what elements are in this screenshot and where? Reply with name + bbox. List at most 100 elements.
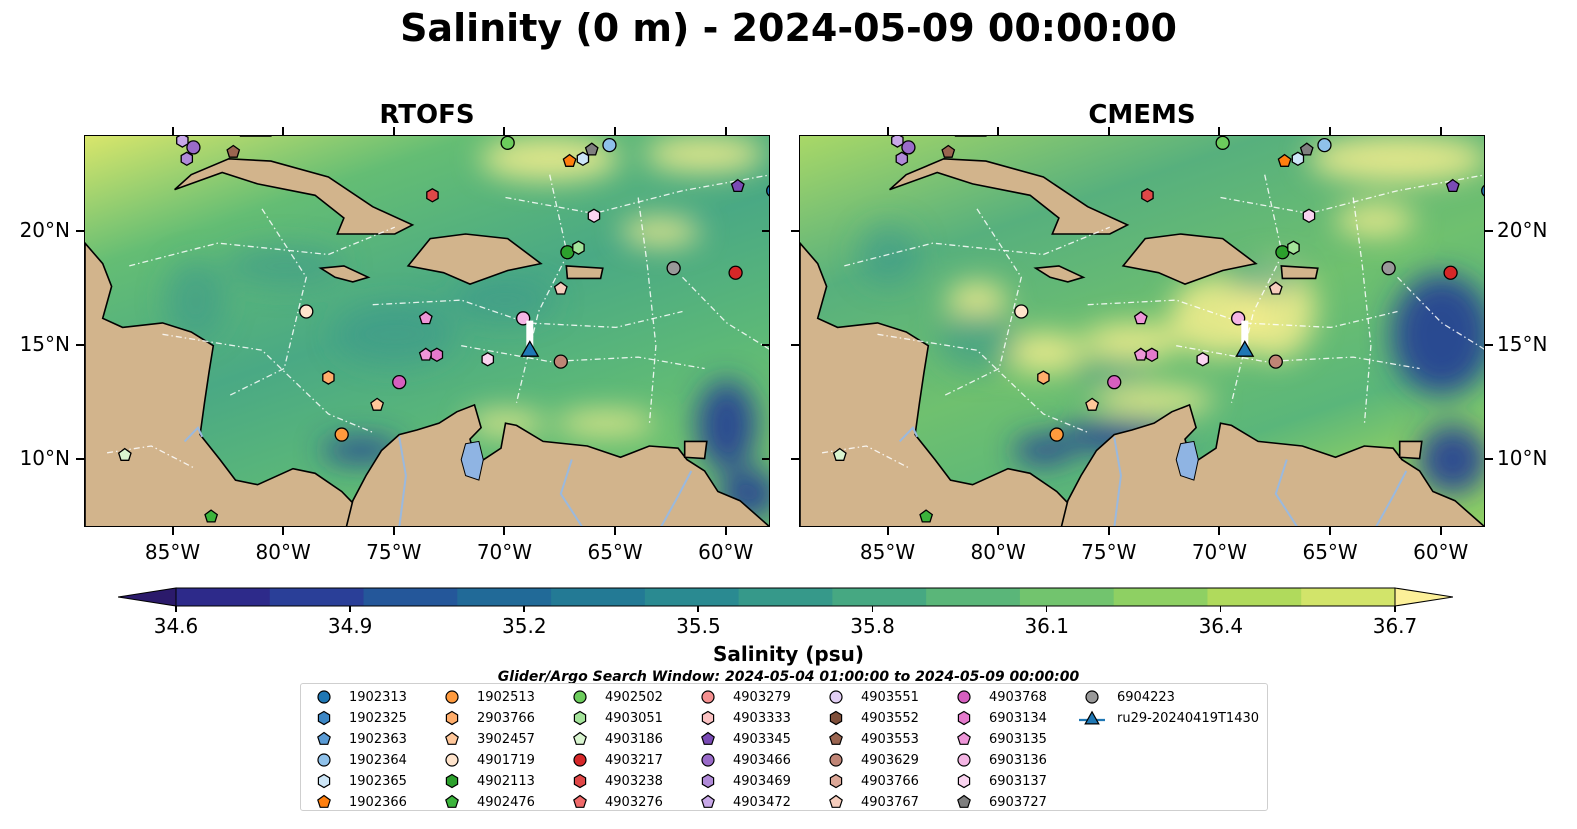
legend-label: 4903051	[605, 710, 663, 726]
legend-entry: 4902476	[439, 792, 535, 812]
colorbar-tick-label: 35.8	[850, 614, 895, 638]
legend-label: 4903551	[861, 689, 919, 705]
lat-tick	[762, 229, 770, 232]
legend-label: 4903472	[733, 794, 791, 810]
float-marker	[418, 310, 433, 325]
lon-tick	[1329, 527, 1332, 535]
legend-entry: 4903279	[695, 687, 791, 707]
float-marker	[180, 151, 194, 167]
land-southAmerica	[345, 403, 769, 526]
colorbar-tick	[523, 606, 525, 612]
float-marker	[891, 136, 904, 148]
colorbar-tick	[1219, 606, 1222, 612]
legend-label: 1902365	[349, 773, 407, 789]
map-panel-rtofs	[84, 135, 770, 527]
eez-boundary	[637, 197, 657, 426]
land-cuba	[889, 157, 1130, 235]
legend-entry: 6903727	[951, 792, 1047, 812]
float-legend-icon	[829, 794, 843, 808]
river	[559, 459, 583, 526]
colorbar-tick	[175, 606, 177, 612]
colorbar-tick-label: 34.9	[327, 614, 373, 638]
float-legend-icon	[445, 710, 459, 726]
float-legend-icon	[1085, 690, 1099, 704]
legend-label: 4903766	[861, 773, 919, 789]
colorbar-tick-label: 36.1	[1024, 614, 1069, 638]
eez-boundary	[1230, 174, 1284, 403]
lon-tick	[614, 527, 617, 535]
float-marker	[572, 240, 585, 255]
legend-label: 4903553	[861, 731, 919, 747]
lon-tick-label: 85°W	[144, 540, 201, 564]
lat-tick	[76, 457, 84, 460]
float-marker	[334, 427, 349, 442]
float-marker	[1014, 304, 1029, 319]
colorbar-segment	[269, 588, 365, 606]
float-marker	[562, 153, 577, 167]
eez-boundary	[129, 226, 396, 267]
colorbar-tick-label: 35.2	[502, 614, 547, 638]
lat-tick	[76, 229, 84, 232]
legend-label: 4903276	[605, 794, 663, 810]
legend-entry: 4901719	[439, 750, 535, 770]
float-legend-icon	[573, 731, 587, 745]
eez-boundary	[1352, 197, 1372, 426]
float-marker	[1107, 374, 1122, 390]
eez-boundary	[228, 208, 307, 397]
legend-entry: 4903629	[823, 750, 919, 770]
float-marker	[832, 447, 847, 461]
colorbar-segment	[926, 588, 1021, 606]
colorbar-tick-label: 35.5	[676, 614, 721, 638]
float-marker	[553, 281, 568, 295]
legend-label: 1902313	[349, 689, 407, 705]
eez-boundary	[877, 333, 1088, 433]
lon-tick-label: 60°W	[698, 540, 754, 564]
float-marker	[941, 144, 956, 158]
eez-boundary	[943, 208, 1022, 397]
legend-label: 4902113	[477, 773, 535, 789]
legend-entry: 6903137	[951, 771, 1047, 791]
legend-entry: 1902513	[439, 687, 535, 707]
float-marker	[666, 261, 681, 276]
lon-tick	[886, 127, 889, 135]
float-legend-icon	[317, 731, 331, 745]
colorbar-tick	[1394, 606, 1396, 612]
float-marker	[186, 140, 201, 155]
lat-tick-label-right: 20°N	[1497, 217, 1548, 242]
colorbar-segment	[363, 588, 458, 606]
legend-label: 4902502	[605, 689, 663, 705]
float-marker	[430, 347, 444, 363]
legend-entry: 6903134	[951, 708, 1047, 728]
legend-entry: 4903472	[695, 792, 791, 812]
lake-maracaibo	[1175, 440, 1199, 481]
lon-tick	[997, 527, 1000, 535]
legend-label: ru29-20240419T1430	[1117, 710, 1260, 726]
lon-tick	[1218, 527, 1221, 535]
lon-tick	[503, 127, 506, 135]
lon-tick-label: 60°W	[1413, 540, 1469, 564]
lon-tick	[1439, 527, 1442, 535]
float-marker	[1445, 178, 1460, 193]
lon-tick-label: 75°W	[366, 540, 422, 564]
float-legend-icon	[445, 794, 459, 808]
legend-label: 6903134	[989, 710, 1047, 726]
float-legend-icon	[701, 731, 715, 745]
panel-title-cmems: CMEMS	[1088, 100, 1196, 130]
float-legend-icon	[317, 773, 331, 789]
lon-tick	[392, 527, 395, 535]
eez-boundary	[515, 174, 569, 403]
float-marker	[1302, 208, 1316, 224]
legend-entry: 4903551	[823, 687, 919, 707]
legend-entry: 1902365	[311, 771, 407, 791]
lat-tick-label-left: 20°N	[19, 217, 70, 242]
legend-label: 4903186	[605, 731, 663, 747]
search-window-text: Glider/Argo Search Window: 2024-05-04 01…	[497, 669, 1080, 685]
legend-label: 4903217	[605, 752, 663, 768]
eez-boundary	[162, 333, 373, 433]
float-marker	[602, 137, 617, 153]
float-legend-icon	[317, 794, 331, 808]
legend-label: 1902364	[349, 752, 407, 768]
float-marker	[1133, 310, 1148, 325]
legend-label: 4903552	[861, 710, 919, 726]
float-marker	[730, 178, 745, 193]
